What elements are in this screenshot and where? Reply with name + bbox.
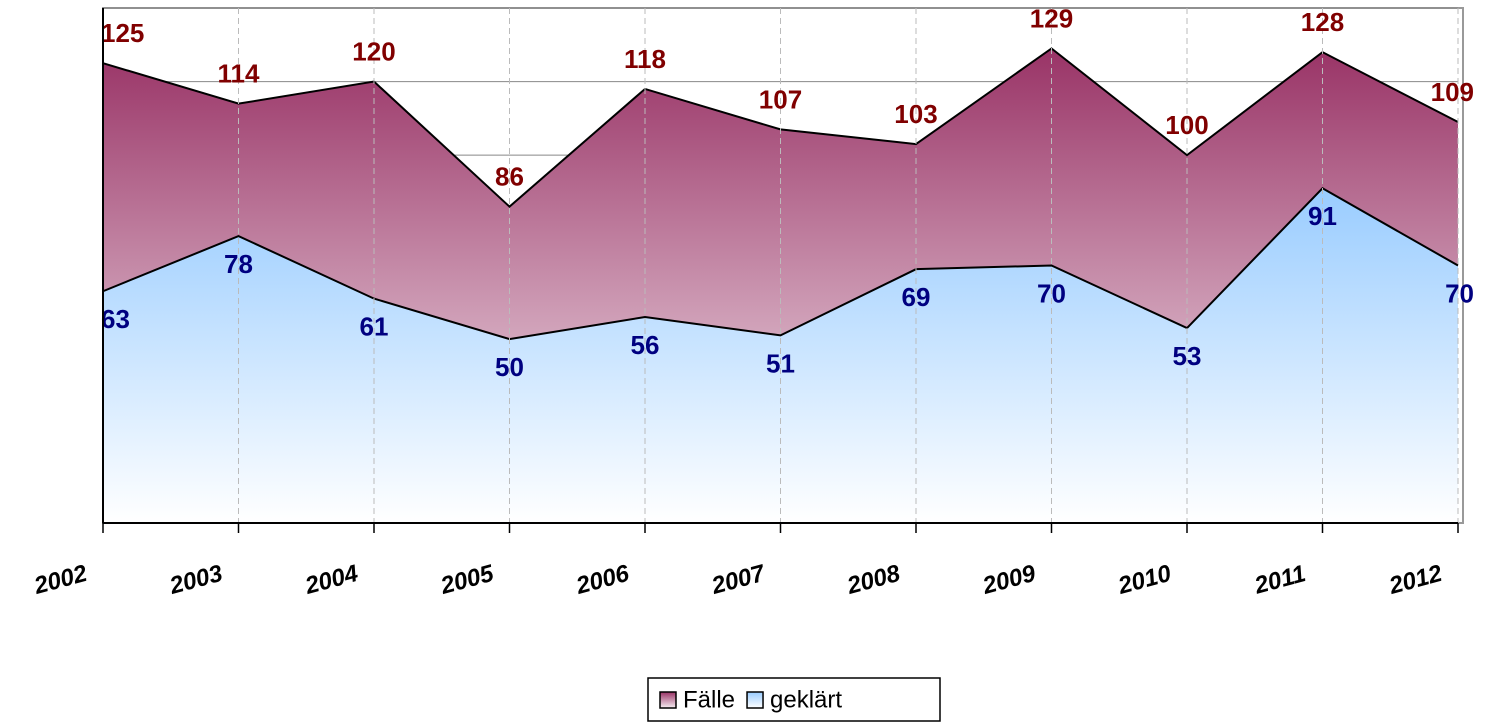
data-label: 125 [101, 18, 144, 48]
x-tick-label: 2005 [437, 560, 497, 600]
data-label: 107 [759, 84, 802, 114]
data-label: 91 [1308, 201, 1337, 231]
data-label: 120 [352, 36, 395, 66]
x-tick-label: 2007 [708, 560, 769, 601]
data-label: 56 [631, 330, 660, 360]
legend-label: Fälle [683, 686, 735, 713]
data-label: 128 [1301, 7, 1344, 37]
data-label: 100 [1165, 110, 1208, 140]
x-tick-label: 2010 [1114, 560, 1174, 600]
data-label: 103 [894, 99, 937, 129]
legend-label: geklärt [770, 686, 842, 713]
legend-swatch [746, 691, 764, 709]
x-tick-label: 2002 [30, 560, 90, 600]
x-tick-label: 2004 [301, 560, 361, 600]
data-label: 114 [218, 59, 260, 89]
x-tick-label: 2011 [1251, 560, 1309, 600]
data-label: 50 [495, 352, 524, 382]
legend-box [647, 677, 941, 722]
data-label: 51 [766, 348, 795, 378]
legend-swatch [659, 691, 677, 709]
data-label: 70 [1037, 278, 1066, 308]
data-label: 69 [902, 282, 931, 312]
x-tick-label: 2012 [1385, 560, 1445, 600]
data-label: 70 [1445, 278, 1474, 308]
area-outline [102, 186, 1459, 341]
data-label: 53 [1173, 341, 1202, 371]
data-label: 118 [624, 44, 666, 74]
area [103, 188, 1458, 523]
data-label: 63 [101, 304, 130, 334]
x-tick-label: 2009 [979, 560, 1039, 600]
data-label: 86 [495, 162, 524, 192]
data-label: 78 [224, 249, 253, 279]
x-tick-label: 2003 [166, 560, 226, 600]
data-label: 129 [1030, 3, 1073, 33]
x-tick-label: 2006 [572, 560, 632, 600]
data-label: 109 [1431, 77, 1474, 107]
data-label: 61 [360, 311, 389, 341]
x-tick-label: 2008 [843, 560, 903, 600]
